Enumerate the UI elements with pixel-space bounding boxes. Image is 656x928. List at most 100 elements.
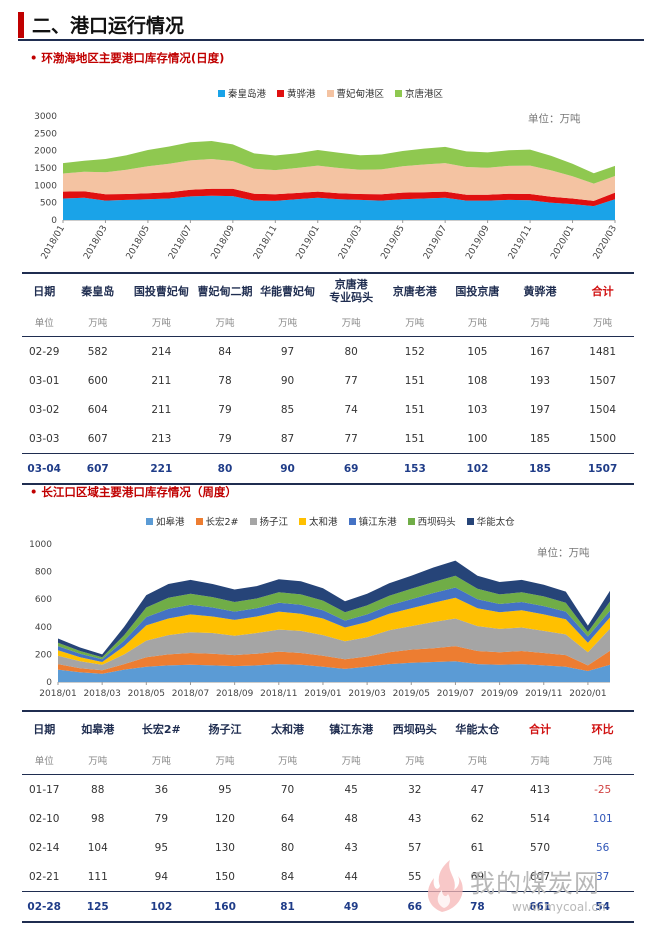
table-cell: 54: [571, 891, 634, 923]
chart1-legend-item: 京唐港区: [395, 86, 443, 100]
chart2-x-tick-label: 2018/09: [216, 689, 254, 699]
table-cell: 03-03: [28, 432, 60, 445]
chart2-legend-label: 如皋港: [156, 517, 185, 528]
table-header-cell: 扬子江: [193, 710, 257, 746]
chart2-x-tick-label: 2018/05: [128, 689, 165, 699]
table-row: 03-04 607 221 80 90 69 153 102 185 1507: [22, 453, 634, 485]
table-unit-cell: 万吨: [256, 308, 319, 337]
chart1-legend-item: 黄骅港: [277, 86, 316, 100]
table-cell: 1504: [589, 403, 617, 416]
chart2-legend: 如皋港 长宏2# 扬子江 太和港 镇江东港 西坝码头 华能太仓: [146, 514, 515, 528]
table-cell: 43: [408, 812, 422, 825]
chart2-legend-swatch: [195, 517, 203, 525]
title-divider: [18, 39, 644, 41]
chart2-x-tick-label: 2018/11: [260, 689, 297, 699]
table-cell: 130: [214, 841, 235, 854]
chart2-x-tick-label: 2019/03: [348, 689, 385, 699]
table-row: 02-14 104 95 130 80 43 57 61 570 56: [22, 833, 634, 862]
chart2-legend-label: 长宏2#: [205, 517, 239, 528]
table-cell: 69: [318, 453, 384, 485]
table-cell: 80: [344, 345, 358, 358]
watermark-text: 我的煤炭网: [470, 869, 601, 898]
chart1-legend-item: 秦皇岛港: [218, 86, 266, 100]
table-cell: 102: [129, 891, 194, 923]
chart2-x-tick-label: 2018/07: [172, 689, 209, 699]
table-cell: 185: [508, 453, 572, 485]
chart2-legend-item: 华能太仓: [466, 514, 515, 528]
table-header-cell: 秦皇岛: [66, 272, 130, 308]
chart1-series-area: [63, 188, 615, 207]
table-row: 02-21 111 94 150 84 44 55 69 607 37: [22, 862, 634, 892]
mycoal-watermark: 我的煤炭网 www.mycoal.cn: [418, 856, 650, 920]
table-cell: 43: [344, 841, 358, 854]
chart1-legend-swatch: [326, 89, 334, 97]
table-cell: 105: [467, 345, 488, 358]
table-unit-cell: 万吨: [508, 746, 572, 775]
chart2-x-tick-label: 2019/11: [525, 689, 562, 699]
chart2-legend-swatch: [249, 517, 257, 525]
table-unit-cell: 万吨: [318, 746, 384, 775]
page-header: 二、港口运行情况: [18, 8, 644, 40]
chart2-series-area: [58, 587, 610, 662]
table-cell: 111: [87, 870, 108, 883]
table-cell: 03-01: [28, 374, 60, 387]
chart2-x-tick-label: 2019/01: [304, 689, 341, 699]
chart2-legend-item: 太和港: [299, 514, 338, 528]
chart2-series-area: [58, 661, 610, 682]
table-unit-cell: 万吨: [193, 308, 257, 337]
table-cell: 90: [256, 453, 319, 485]
chart1-legend-label: 秦皇岛港: [228, 89, 267, 100]
table-cell: 1507: [589, 374, 617, 387]
table-cell: 570: [530, 841, 551, 854]
table-cell: 55: [408, 870, 422, 883]
table-row: 01-17 88 36 95 70 45 32 47 413 -25: [22, 775, 634, 805]
table-cell: 103: [467, 403, 488, 416]
table-header-cell: 京唐港 专业码头: [318, 272, 384, 308]
chart1-unit: 单位：万吨: [528, 113, 581, 125]
chart1-series-area: [63, 141, 615, 184]
table-header-cell: 京唐老港: [383, 272, 447, 308]
chart1-y-tick-label: 1500: [34, 164, 57, 174]
table-header-cell: 合计: [571, 272, 634, 308]
table-unit-cell: 万吨: [193, 746, 257, 775]
table-header-cell: 日期: [22, 272, 67, 308]
chart2-y-tick-label: 0: [46, 678, 52, 688]
bohai-inventory-table: 日期 秦皇岛 国投曹妃甸 曹妃甸二期 华能曹妃甸 京唐港 专业码头 京唐老港 国投京唐 黄骅港合…: [22, 272, 634, 485]
table-cell: 85: [280, 403, 295, 416]
table-cell: 97: [280, 345, 295, 358]
table-cell: 74: [344, 403, 358, 416]
table-cell: 02-28: [22, 891, 67, 923]
table-cell: 151: [404, 432, 425, 445]
chart2-x-tick-label: 2018/01: [39, 689, 76, 699]
table-header-cell: 黄骅港: [508, 272, 572, 308]
table-cell: 213: [151, 432, 172, 445]
chart1-x-tick-label: 2019/03: [337, 224, 364, 261]
table-row: 03-02 604 211 79 85 74 151 103 197 1504: [22, 395, 634, 424]
chart2-y-tick-label: 800: [35, 568, 52, 578]
table-unit-cell: 单位: [22, 308, 67, 337]
chart1-x-tick-label: 2020/01: [549, 224, 576, 261]
table-cell: 582: [87, 345, 108, 358]
title-accent-bar: [18, 12, 24, 38]
table-cell: 413: [530, 783, 551, 796]
chart1-legend: 秦皇岛港 黄骅港 曹妃甸港区 京唐港区: [218, 86, 443, 100]
chart2-y-tick-label: 1000: [29, 540, 52, 550]
chart2-y-tick-label: 200: [35, 650, 52, 660]
chart1-x-tick-label: 2018/11: [252, 224, 279, 261]
table-cell: 160: [193, 891, 257, 923]
yangtze-inventory-table: 日期 如皋港 长宏2# 扬子江 太和港 镇江东港 西坝码头 华能太仓 合计 环比 单位 万吨 万吨 万吨万…: [22, 710, 634, 923]
chart1-legend-item: 曹妃甸港区: [326, 86, 384, 100]
table-cell: 211: [151, 403, 172, 416]
table-cell: 101: [592, 812, 613, 825]
table-unit-cell: 万吨: [383, 308, 447, 337]
page-title: 二、港口运行情况: [32, 15, 185, 37]
table-cell: 02-10: [28, 812, 60, 825]
table-unit-cell: 万吨: [66, 746, 130, 775]
table-row: 02-10 98 79 120 64 48 43 62 514 101: [22, 804, 634, 833]
table-cell: 69: [470, 870, 485, 883]
table-cell: 79: [218, 432, 232, 445]
table-cell: 193: [530, 374, 551, 387]
table-header-cell: 国投曹妃甸: [129, 272, 194, 308]
chart1-x-tick-label: 2019/09: [464, 224, 491, 262]
table-cell: 185: [530, 432, 551, 445]
